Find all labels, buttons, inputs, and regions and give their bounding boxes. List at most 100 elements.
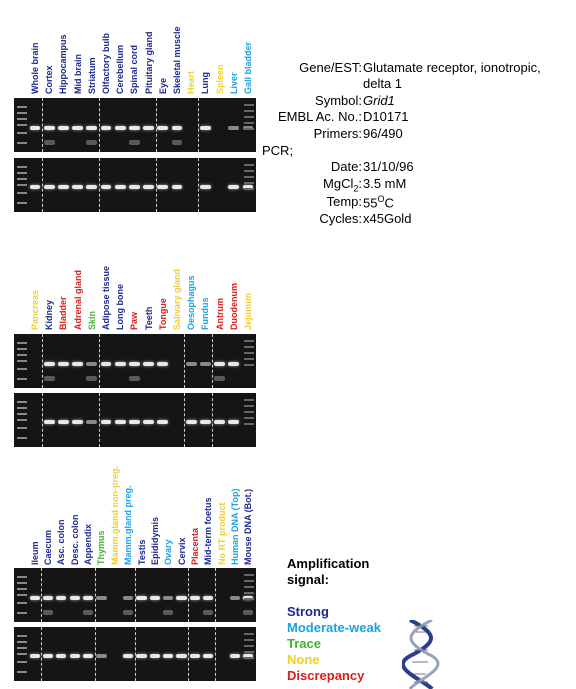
gel-band xyxy=(203,596,214,600)
gel-band xyxy=(43,362,55,366)
dna-helix-icon xyxy=(402,620,440,689)
lane-label: Pancreas xyxy=(30,289,41,330)
ladder-band-right xyxy=(244,364,254,366)
gel-band xyxy=(163,654,174,658)
lane-label: Paw xyxy=(129,311,140,330)
ladder-band xyxy=(17,401,27,403)
gel-top-1 xyxy=(14,98,256,152)
ladder-band-right xyxy=(244,574,254,576)
lane-divider xyxy=(134,568,136,622)
temp-value: 55OC xyxy=(363,194,394,210)
gel-band xyxy=(100,362,112,366)
lane-label: Skin xyxy=(86,310,97,330)
lane-divider xyxy=(42,334,44,388)
lane-label: No RT product xyxy=(216,502,227,566)
ladder-band xyxy=(17,166,27,168)
legend-title: Amplification xyxy=(287,556,370,571)
mgcl-label: MgCl2: xyxy=(262,176,362,194)
lane-label: Spinal cord xyxy=(129,44,140,94)
embl-label: EMBL Ac. No.: xyxy=(277,109,362,124)
primers-value: 96/490 xyxy=(363,126,403,141)
gel-band xyxy=(100,126,112,130)
gel-band xyxy=(58,185,69,189)
ladder-band xyxy=(17,178,27,180)
gel-band xyxy=(228,126,240,130)
ladder-band-right xyxy=(244,128,254,130)
gel-band-secondary xyxy=(129,376,140,381)
ladder-band xyxy=(17,594,27,596)
gene-label: Gene/EST: xyxy=(299,60,362,75)
ladder-band-right xyxy=(244,122,254,124)
lane-divider xyxy=(184,393,186,447)
ladder-band-right xyxy=(244,340,254,342)
ladder-band xyxy=(17,419,27,421)
lane-label: Salivary gland xyxy=(171,268,182,330)
gel-band xyxy=(114,362,126,366)
gel-bottom-2 xyxy=(14,393,256,447)
ladder-band xyxy=(17,647,27,649)
lane-label: Cervix xyxy=(176,537,187,565)
ladder-band xyxy=(17,124,27,126)
mgcl-colon: : xyxy=(358,176,362,191)
ladder-band xyxy=(17,661,27,663)
lane-label: Appendix xyxy=(83,523,94,565)
ladder-band xyxy=(17,142,27,144)
gel-band xyxy=(228,185,240,189)
mgcl-subscript: 2 xyxy=(353,183,359,194)
lane-divider xyxy=(212,334,214,388)
legend-title-line2: signal: xyxy=(287,572,329,587)
ladder-band-right xyxy=(244,352,254,354)
gel-band-secondary xyxy=(203,610,214,615)
lane-divider xyxy=(98,393,100,447)
lane-label: Thymus xyxy=(96,530,107,565)
gel-band xyxy=(56,596,67,600)
lane-label: Skeletal muscle xyxy=(171,26,182,94)
lane-divider xyxy=(41,627,43,681)
symbol-label: Symbol: xyxy=(315,93,362,108)
gel-band xyxy=(29,596,40,600)
ladder-band xyxy=(17,635,27,637)
gel-band-secondary xyxy=(129,140,140,145)
ladder-band xyxy=(17,588,27,590)
gel-band xyxy=(86,185,98,189)
date-value: 31/10/96 xyxy=(363,159,414,174)
ladder-band xyxy=(17,653,27,655)
gel-bottom-1 xyxy=(14,158,256,212)
cycles-label: Cycles: xyxy=(319,211,362,226)
gel-band xyxy=(72,185,84,189)
lane-divider xyxy=(212,393,214,447)
ladder-band-right xyxy=(244,411,254,413)
lane-label: Mid-term foetus xyxy=(203,497,214,566)
ladder-band-right xyxy=(244,170,254,172)
ladder-band-right xyxy=(244,176,254,178)
gel-top-2 xyxy=(14,334,256,388)
lane-label: Epididymis xyxy=(149,516,160,565)
lane-divider xyxy=(198,158,200,212)
gel-band xyxy=(214,362,225,366)
gel-band xyxy=(58,362,69,366)
gel-band xyxy=(129,362,140,366)
gel-band xyxy=(171,126,183,130)
legend-item-strong: Strong xyxy=(287,604,329,619)
gel-band xyxy=(143,420,154,424)
ladder-band xyxy=(17,202,27,204)
gel-band xyxy=(83,596,94,600)
lane-label: Mamm.gland preg. xyxy=(123,485,134,565)
gel-band xyxy=(149,596,160,600)
lane-labels-2: Pancreas Kidney Bladder Adrenal gland Skin Ad… xyxy=(0,250,270,330)
gel-band xyxy=(123,596,134,600)
mgcl-value: 3.5 mM xyxy=(363,176,407,191)
lane-divider xyxy=(41,568,43,622)
gel-band-secondary xyxy=(171,140,183,145)
ladder-band xyxy=(17,576,27,578)
ladder-band xyxy=(17,407,27,409)
gel-band xyxy=(96,654,107,658)
ladder-band-right xyxy=(244,651,254,653)
gel-band xyxy=(123,654,134,658)
lane-label: Lung xyxy=(200,72,211,94)
gel-band xyxy=(185,362,197,366)
symbol-value: Grid1 xyxy=(363,93,395,108)
legend-item-moderate_weak: Moderate-weak xyxy=(287,620,381,635)
ladder-band xyxy=(17,602,27,604)
lane-divider xyxy=(94,568,96,622)
